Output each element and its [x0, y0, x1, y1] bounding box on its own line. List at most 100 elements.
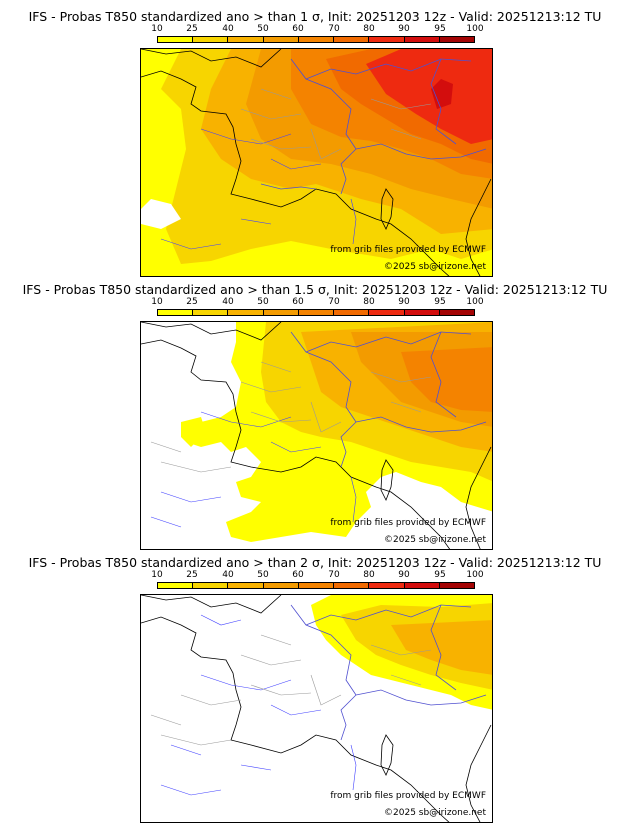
- probability-colorbar: 10 25 40 50 60 70 80 90 95 100: [151, 24, 484, 43]
- map-graphic: [141, 595, 492, 822]
- rivers: [150, 411, 357, 528]
- colorbar-segment: [193, 310, 229, 315]
- map-panel-1sigma: IFS - Probas T850 standardized ano > tha…: [0, 0, 630, 277]
- colorbar-tick: 40: [222, 297, 234, 307]
- colorbar-segment: [334, 37, 370, 42]
- map-panel-1.5sigma: IFS - Probas T850 standardized ano > tha…: [0, 273, 630, 550]
- colorbar-segment: [193, 583, 229, 588]
- regional-borders: [150, 634, 432, 746]
- corsica-coast: [380, 459, 394, 501]
- colorbar-segment: [439, 37, 474, 42]
- map-graphic: [141, 322, 492, 549]
- colorbar-tick: 100: [466, 570, 484, 580]
- probability-colorbar: 10 25 40 50 60 70 80 90 95 100: [151, 297, 484, 316]
- copyright-credit: ©2025 sb@irizone.net: [384, 262, 486, 272]
- field-below-10: [141, 199, 181, 229]
- adriatic-coast: [465, 178, 492, 276]
- colorbar-segment: [158, 583, 194, 588]
- colorbar-tick: 70: [328, 297, 340, 307]
- colorbar-tick: 10: [151, 297, 163, 307]
- colorbar-tick: 80: [363, 297, 375, 307]
- map-panel-2sigma: IFS - Probas T850 standardized ano > tha…: [0, 546, 630, 823]
- panel-title: IFS - Probas T850 standardized ano > tha…: [28, 555, 602, 570]
- colorbar-tick: 60: [292, 24, 304, 34]
- data-source-credit: from grib files provided by ECMWF: [330, 245, 486, 255]
- colorbar-tick: 50: [257, 24, 269, 34]
- colorbar-segment: [334, 310, 370, 315]
- colorbar-segment: [404, 583, 440, 588]
- colorbar-segment: [158, 310, 194, 315]
- colorbar-tick: 25: [186, 297, 198, 307]
- colorbar-segment: [228, 37, 264, 42]
- coastline: [141, 339, 451, 549]
- colorbar-tick: 95: [434, 24, 446, 34]
- colorbar-segment: [334, 583, 370, 588]
- field-10: [181, 417, 206, 447]
- data-source-credit: from grib files provided by ECMWF: [330, 791, 486, 801]
- colorbar-segment: [298, 37, 335, 42]
- copyright-credit: ©2025 sb@irizone.net: [384, 535, 486, 545]
- colorbar-tick: 10: [151, 24, 163, 34]
- map-graphic: [141, 49, 492, 276]
- colorbar-tick: 25: [186, 570, 198, 580]
- colorbar-tick: 90: [398, 24, 410, 34]
- field-90: [431, 79, 453, 109]
- probability-map: from grib files provided by ECMWF ©2025 …: [140, 321, 493, 550]
- colorbar-tick: 25: [186, 24, 198, 34]
- colorbar-segment: [228, 583, 264, 588]
- colorbar-segment: [404, 310, 440, 315]
- colorbar-segment: [228, 310, 264, 315]
- colorbar-segment: [369, 37, 405, 42]
- adriatic-coast: [465, 724, 492, 822]
- field-10: [311, 472, 341, 497]
- colorbar-tick: 90: [398, 297, 410, 307]
- country-borders: [260, 58, 487, 195]
- panel-title: IFS - Probas T850 standardized ano > tha…: [28, 9, 602, 24]
- copyright-credit: ©2025 sb@irizone.net: [384, 808, 486, 818]
- corsica-coast: [380, 188, 394, 230]
- colorbar-tick: 95: [434, 297, 446, 307]
- colorbar-segment: [298, 583, 335, 588]
- country-borders: [290, 331, 487, 468]
- probability-map: from grib files provided by ECMWF ©2025 …: [140, 48, 493, 277]
- colorbar-segment: [404, 37, 440, 42]
- colorbar-segment: [263, 37, 299, 42]
- colorbar-tick: 40: [222, 570, 234, 580]
- colorbar-tick: 90: [398, 570, 410, 580]
- rivers: [160, 128, 357, 250]
- regional-borders: [240, 88, 432, 160]
- regional-borders: [150, 361, 432, 473]
- field-40: [391, 620, 492, 675]
- colorbar-tick: 50: [257, 297, 269, 307]
- colorbar-segment: [263, 583, 299, 588]
- colorbar-tick: 70: [328, 570, 340, 580]
- colorbar-tick: 100: [466, 24, 484, 34]
- colorbar-tick: 100: [466, 297, 484, 307]
- field-80: [366, 49, 492, 144]
- colorbar-tick: 50: [257, 570, 269, 580]
- coastline: [141, 616, 450, 822]
- rivers: [160, 614, 357, 796]
- colorbar-segment: [263, 310, 299, 315]
- colorbar-tick: 80: [363, 570, 375, 580]
- colorbar-tick: 10: [151, 570, 163, 580]
- colorbar-segment: [439, 583, 474, 588]
- panel-title: IFS - Probas T850 standardized ano > tha…: [22, 282, 608, 297]
- colorbar-segment: [298, 310, 335, 315]
- colorbar-segment: [193, 37, 229, 42]
- probability-colorbar: 10 25 40 50 60 70 80 90 95 100: [151, 570, 484, 589]
- probability-map: from grib files provided by ECMWF ©2025 …: [140, 594, 493, 823]
- colorbar-tick: 80: [363, 24, 375, 34]
- corsica-coast: [380, 734, 394, 776]
- colorbar-tick: 60: [292, 297, 304, 307]
- field-60: [401, 347, 492, 412]
- colorbar-segment: [439, 310, 474, 315]
- coastline: [141, 70, 450, 276]
- colorbar-segment: [158, 37, 194, 42]
- colorbar-segment: [369, 310, 405, 315]
- colorbar-tick: 70: [328, 24, 340, 34]
- adriatic-coast: [465, 446, 492, 549]
- coastline-north: [141, 49, 282, 68]
- colorbar-tick: 40: [222, 24, 234, 34]
- data-source-credit: from grib files provided by ECMWF: [330, 518, 486, 528]
